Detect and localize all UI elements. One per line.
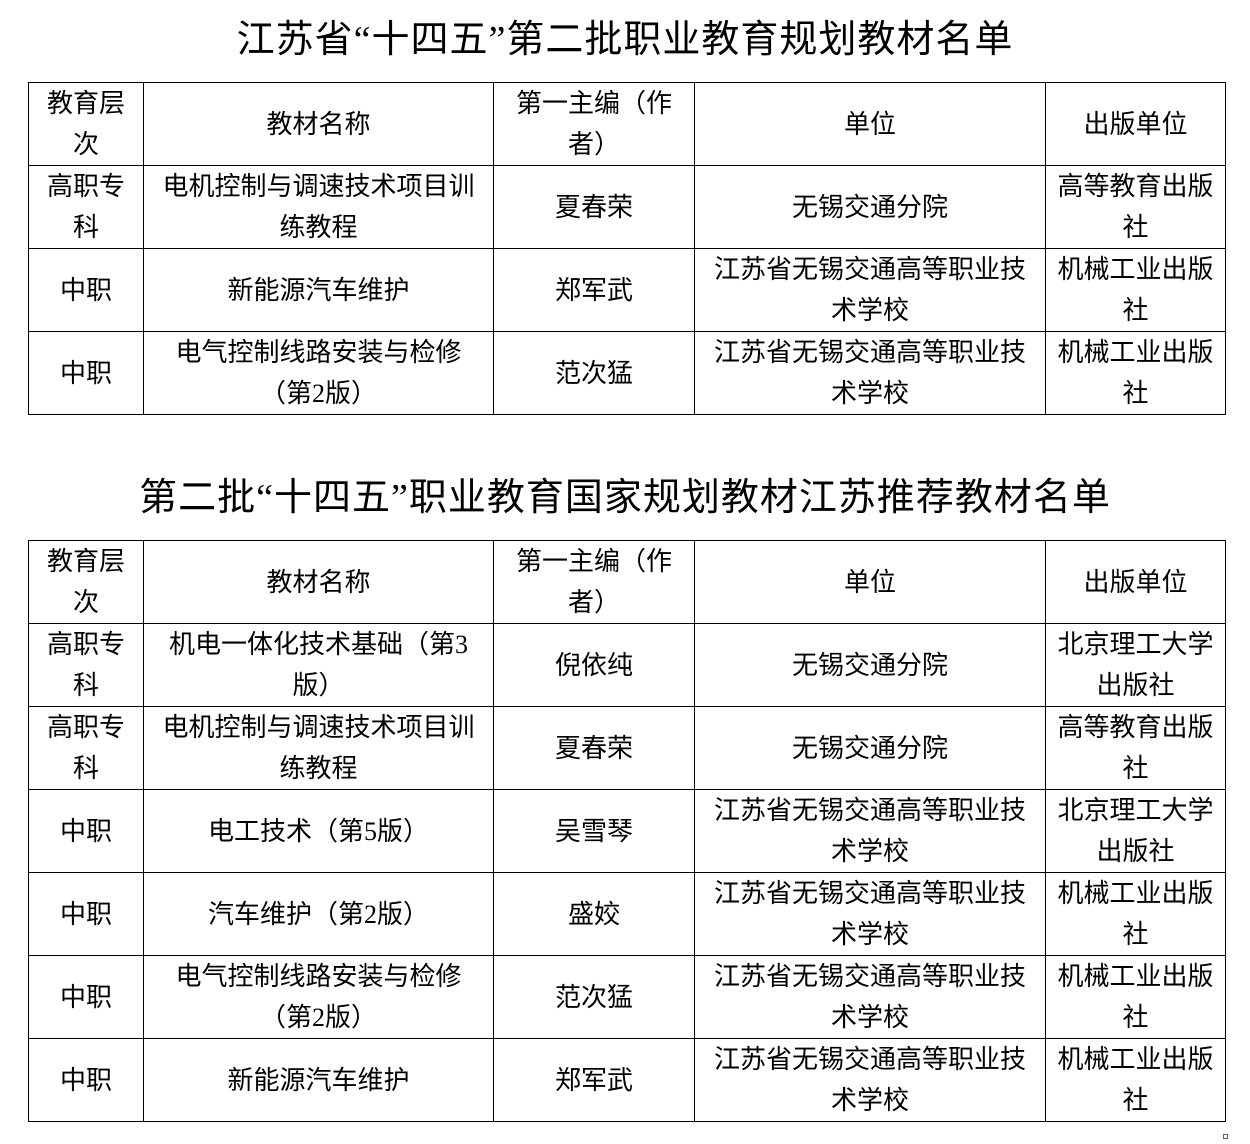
- cell-chief-editor: 郑军武: [493, 248, 695, 332]
- table1: 教育层次 教材名称 第一主编（作者） 单位 出版单位 高职专科 电机控制与调速技术项目训练教…: [28, 82, 1226, 415]
- cell-publisher: 机械工业出版社: [1045, 872, 1226, 956]
- cell-textbook-name: 电机控制与调速技术项目训练教程: [143, 706, 494, 790]
- header-row: 教育层次 教材名称 第一主编（作者） 单位 出版单位: [28, 82, 1226, 166]
- table-row: 中职 电气控制线路安装与检修（第2版） 范次猛 江苏省无锡交通高等职业技术学校 机械工业…: [28, 955, 1226, 1039]
- table-row: 中职 电气控制线路安装与检修（第2版） 范次猛 江苏省无锡交通高等职业技术学校 机械工业…: [28, 331, 1226, 415]
- cell-institution: 江苏省无锡交通高等职业技术学校: [694, 331, 1046, 415]
- cell-level: 高职专科: [28, 623, 144, 707]
- cell-level: 中职: [28, 955, 144, 1039]
- header-level: 教育层次: [28, 82, 144, 166]
- header-level: 教育层次: [28, 540, 144, 624]
- cell-institution: 江苏省无锡交通高等职业技术学校: [694, 1038, 1046, 1122]
- table-row: 中职 新能源汽车维护 郑军武 江苏省无锡交通高等职业技术学校 机械工业出版社: [28, 248, 1226, 332]
- page-corner-marker: [1223, 1134, 1228, 1139]
- table-row: 中职 电工技术（第5版） 吴雪琴 江苏省无锡交通高等职业技术学校 北京理工大学出版社: [28, 789, 1226, 873]
- cell-level: 中职: [28, 872, 144, 956]
- cell-publisher: 机械工业出版社: [1045, 331, 1226, 415]
- cell-institution: 无锡交通分院: [694, 623, 1046, 707]
- cell-textbook-name: 电气控制线路安装与检修（第2版）: [143, 955, 494, 1039]
- header-chief-editor: 第一主编（作者）: [493, 82, 695, 166]
- cell-institution: 江苏省无锡交通高等职业技术学校: [694, 872, 1046, 956]
- cell-textbook-name: 汽车维护（第2版）: [143, 872, 494, 956]
- cell-chief-editor: 范次猛: [493, 331, 695, 415]
- table2-title: 第二批“十四五”职业教育国家规划教材江苏推荐教材名单: [139, 477, 1111, 519]
- cell-institution: 无锡交通分院: [694, 165, 1046, 249]
- cell-level: 中职: [28, 789, 144, 873]
- header-publisher: 出版单位: [1045, 82, 1226, 166]
- cell-textbook-name: 电气控制线路安装与检修（第2版）: [143, 331, 494, 415]
- cell-textbook-name: 新能源汽车维护: [143, 248, 494, 332]
- cell-publisher: 机械工业出版社: [1045, 248, 1226, 332]
- table-row: 高职专科 电机控制与调速技术项目训练教程 夏春荣 无锡交通分院 高等教育出版社: [28, 706, 1226, 790]
- header-publisher: 出版单位: [1045, 540, 1226, 624]
- cell-institution: 江苏省无锡交通高等职业技术学校: [694, 789, 1046, 873]
- cell-level: 中职: [28, 331, 144, 415]
- cell-chief-editor: 范次猛: [493, 955, 695, 1039]
- cell-chief-editor: 吴雪琴: [493, 789, 695, 873]
- cell-textbook-name: 电工技术（第5版）: [143, 789, 494, 873]
- cell-publisher: 高等教育出版社: [1045, 165, 1226, 249]
- header-row: 教育层次 教材名称 第一主编（作者） 单位 出版单位: [28, 540, 1226, 624]
- cell-publisher: 北京理工大学出版社: [1045, 789, 1226, 873]
- cell-publisher: 高等教育出版社: [1045, 706, 1226, 790]
- cell-level: 中职: [28, 1038, 144, 1122]
- cell-textbook-name: 机电一体化技术基础（第3版）: [143, 623, 494, 707]
- cell-publisher: 北京理工大学出版社: [1045, 623, 1226, 707]
- cell-textbook-name: 电机控制与调速技术项目训练教程: [143, 165, 494, 249]
- cell-level: 高职专科: [28, 706, 144, 790]
- table-row: 高职专科 机电一体化技术基础（第3版） 倪依纯 无锡交通分院 北京理工大学出版社: [28, 623, 1226, 707]
- table-row: 中职 新能源汽车维护 郑军武 江苏省无锡交通高等职业技术学校 机械工业出版社: [28, 1038, 1226, 1122]
- table-row: 中职 汽车维护（第2版） 盛姣 江苏省无锡交通高等职业技术学校 机械工业出版社: [28, 872, 1226, 956]
- cell-chief-editor: 盛姣: [493, 872, 695, 956]
- table1-title: 江苏省“十四五”第二批职业教育规划教材名单: [236, 19, 1014, 61]
- cell-chief-editor: 倪依纯: [493, 623, 695, 707]
- cell-institution: 江苏省无锡交通高等职业技术学校: [694, 248, 1046, 332]
- cell-level: 中职: [28, 248, 144, 332]
- header-textbook-name: 教材名称: [143, 540, 494, 624]
- header-institution: 单位: [694, 540, 1046, 624]
- header-textbook-name: 教材名称: [143, 82, 494, 166]
- header-chief-editor: 第一主编（作者）: [493, 540, 695, 624]
- cell-chief-editor: 郑军武: [493, 1038, 695, 1122]
- cell-publisher: 机械工业出版社: [1045, 955, 1226, 1039]
- cell-textbook-name: 新能源汽车维护: [143, 1038, 494, 1122]
- table2: 教育层次 教材名称 第一主编（作者） 单位 出版单位 高职专科 机电一体化技术基础（第3版）…: [28, 540, 1226, 1122]
- cell-institution: 无锡交通分院: [694, 706, 1046, 790]
- header-institution: 单位: [694, 82, 1046, 166]
- cell-level: 高职专科: [28, 165, 144, 249]
- cell-institution: 江苏省无锡交通高等职业技术学校: [694, 955, 1046, 1039]
- cell-publisher: 机械工业出版社: [1045, 1038, 1226, 1122]
- table-row: 高职专科 电机控制与调速技术项目训练教程 夏春荣 无锡交通分院 高等教育出版社: [28, 165, 1226, 249]
- cell-chief-editor: 夏春荣: [493, 165, 695, 249]
- cell-chief-editor: 夏春荣: [493, 706, 695, 790]
